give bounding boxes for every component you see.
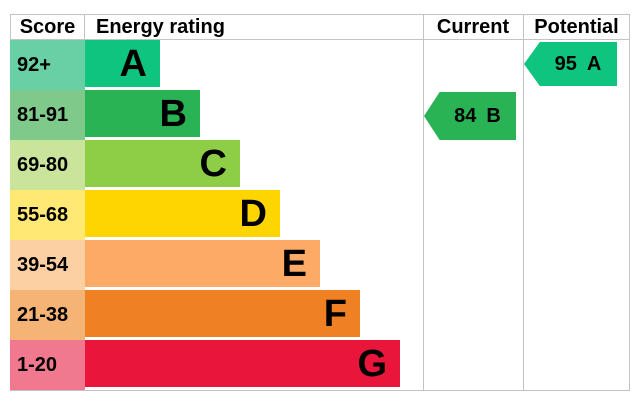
column-header-current: Current (436, 15, 510, 38)
band-bar-g: G (85, 340, 400, 387)
score-range-f: 21-38 (10, 290, 85, 340)
potential-rating-arrow: 95 A (524, 42, 617, 86)
band-row-e: 39-54 E (10, 240, 423, 290)
score-range-b: 81-91 (10, 90, 85, 140)
band-letter-c: C (199, 142, 227, 185)
band-bar-f: F (85, 290, 360, 337)
band-letter-e: E (281, 242, 307, 285)
band-bar-a: A (85, 40, 160, 87)
gridline-bottom (10, 390, 630, 391)
band-row-a: 92+ A (10, 40, 423, 90)
rating-table: Score Energy rating Current Potential 92… (10, 14, 630, 391)
band-letter-d: D (239, 192, 267, 235)
current-rating-value: 84 (454, 104, 477, 127)
band-letter-a: A (119, 42, 147, 85)
table-header: Score Energy rating Current Potential (10, 14, 630, 40)
score-range-a: 92+ (10, 40, 85, 90)
gridline-current (423, 14, 424, 390)
score-range-e: 39-54 (10, 240, 85, 290)
band-bar-c: C (85, 140, 240, 187)
score-range-g: 1-20 (10, 340, 85, 390)
gridline-right-edge (629, 14, 630, 390)
current-rating-letter: B (486, 104, 501, 127)
potential-rating-value: 95 (554, 52, 577, 75)
band-row-b: 81-91 B (10, 90, 423, 140)
column-header-energy-rating: Energy rating (96, 15, 225, 38)
column-header-score: Score (10, 15, 85, 39)
potential-rating-letter: A (586, 52, 602, 75)
band-letter-b: B (159, 92, 187, 135)
band-letter-g: G (357, 342, 387, 385)
band-bar-d: D (85, 190, 280, 237)
score-range-d: 55-68 (10, 190, 85, 240)
band-row-f: 21-38 F (10, 290, 423, 340)
gridline-potential (523, 14, 524, 390)
band-bar-b: B (85, 90, 200, 137)
band-row-d: 55-68 D (10, 190, 423, 240)
column-header-potential: Potential (534, 15, 619, 38)
current-rating-arrow: 84 B (424, 92, 516, 140)
band-bar-e: E (85, 240, 320, 287)
band-row-c: 69-80 C (10, 140, 423, 190)
score-range-c: 69-80 (10, 140, 85, 190)
band-letter-f: F (323, 292, 347, 335)
band-row-g: 1-20 G (10, 340, 423, 390)
